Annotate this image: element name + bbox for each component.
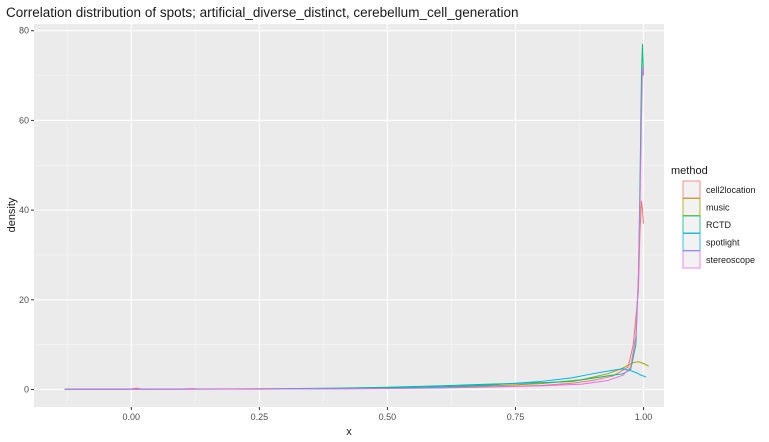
x-tick-label: 0.25 bbox=[251, 412, 269, 422]
x-tick-label: 0.75 bbox=[507, 412, 525, 422]
legend-label-stereoscope: stereoscope bbox=[706, 255, 755, 265]
series-line-stereoscope bbox=[64, 66, 645, 390]
y-tick-label: 20 bbox=[19, 295, 29, 305]
legend-key-rctd bbox=[682, 215, 701, 234]
plot-panel bbox=[34, 24, 664, 407]
legend-label-music: music bbox=[706, 203, 730, 213]
legend: method cell2location music RCTD spotlight st… bbox=[671, 165, 756, 269]
legend-key-music bbox=[682, 198, 701, 216]
y-tick-label: 80 bbox=[19, 26, 29, 36]
legend-label-spotlight: spotlight bbox=[706, 238, 740, 248]
x-tick-label: 1.00 bbox=[635, 412, 653, 422]
major-gridlines bbox=[34, 24, 664, 407]
legend-key-cell2location bbox=[682, 180, 701, 199]
legend-key-spotlight bbox=[682, 233, 701, 251]
x-axis: 0.00 0.25 0.50 0.75 1.00 bbox=[123, 407, 653, 422]
series-lines bbox=[64, 43, 649, 390]
x-tick-label: 0.50 bbox=[379, 412, 397, 422]
x-tick-label: 0.00 bbox=[123, 412, 141, 422]
legend-label-cell2location: cell2location bbox=[706, 185, 756, 195]
x-axis-label: x bbox=[346, 426, 352, 438]
legend-key-stereoscope bbox=[682, 250, 701, 269]
y-axis-label: density bbox=[6, 197, 18, 232]
y-tick-label: 40 bbox=[19, 205, 29, 215]
y-axis: 0 20 40 60 80 bbox=[19, 26, 34, 395]
legend-title: method bbox=[671, 165, 708, 177]
minor-gridlines bbox=[34, 24, 664, 407]
legend-label-rctd: RCTD bbox=[706, 220, 731, 230]
chart-title: Correlation distribution of spots; artif… bbox=[6, 5, 519, 20]
y-tick-label: 60 bbox=[19, 115, 29, 125]
y-tick-label: 0 bbox=[24, 385, 29, 395]
